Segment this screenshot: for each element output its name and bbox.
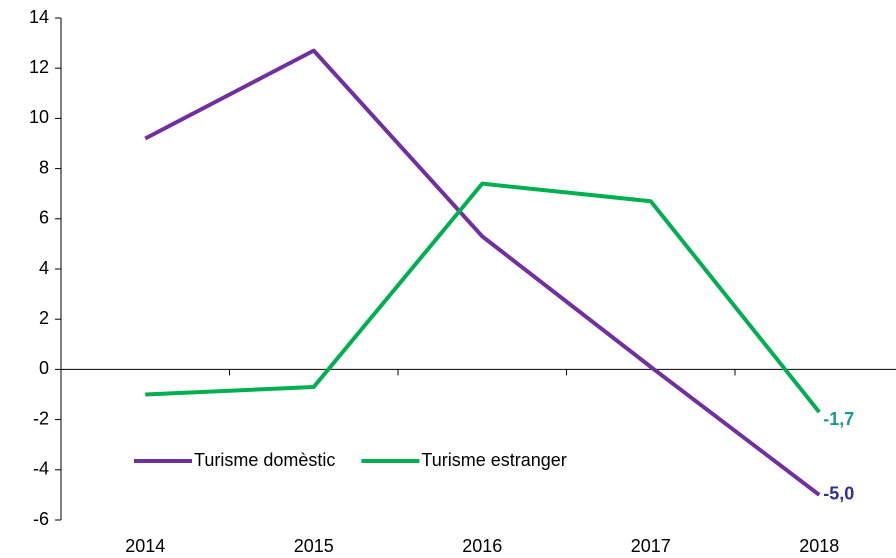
y-tick-label: -4 — [33, 459, 49, 479]
x-tick-label: 2014 — [125, 536, 165, 556]
legend-label: Turisme domèstic — [194, 450, 335, 470]
y-tick-label: 10 — [29, 107, 49, 127]
x-tick-label: 2015 — [294, 536, 334, 556]
y-tick-label: 0 — [39, 358, 49, 378]
y-tick-label: 6 — [39, 208, 49, 228]
series-line — [145, 181, 821, 414]
data-label: -5,0 — [823, 484, 854, 504]
y-tick-label: 12 — [29, 57, 49, 77]
y-tick-label: 4 — [39, 258, 49, 278]
x-tick-label: 2017 — [631, 536, 671, 556]
y-tick-label: -6 — [33, 509, 49, 529]
x-tick-label: 2016 — [462, 536, 502, 556]
series-line — [144, 48, 821, 497]
legend-label: Turisme estranger — [421, 450, 566, 470]
x-tick-label: 2018 — [799, 536, 839, 556]
y-tick-label: 2 — [39, 308, 49, 328]
data-label: -1,7 — [823, 409, 854, 429]
y-tick-label: 14 — [29, 7, 49, 27]
y-tick-label: -2 — [33, 408, 49, 428]
y-tick-label: 8 — [39, 157, 49, 177]
